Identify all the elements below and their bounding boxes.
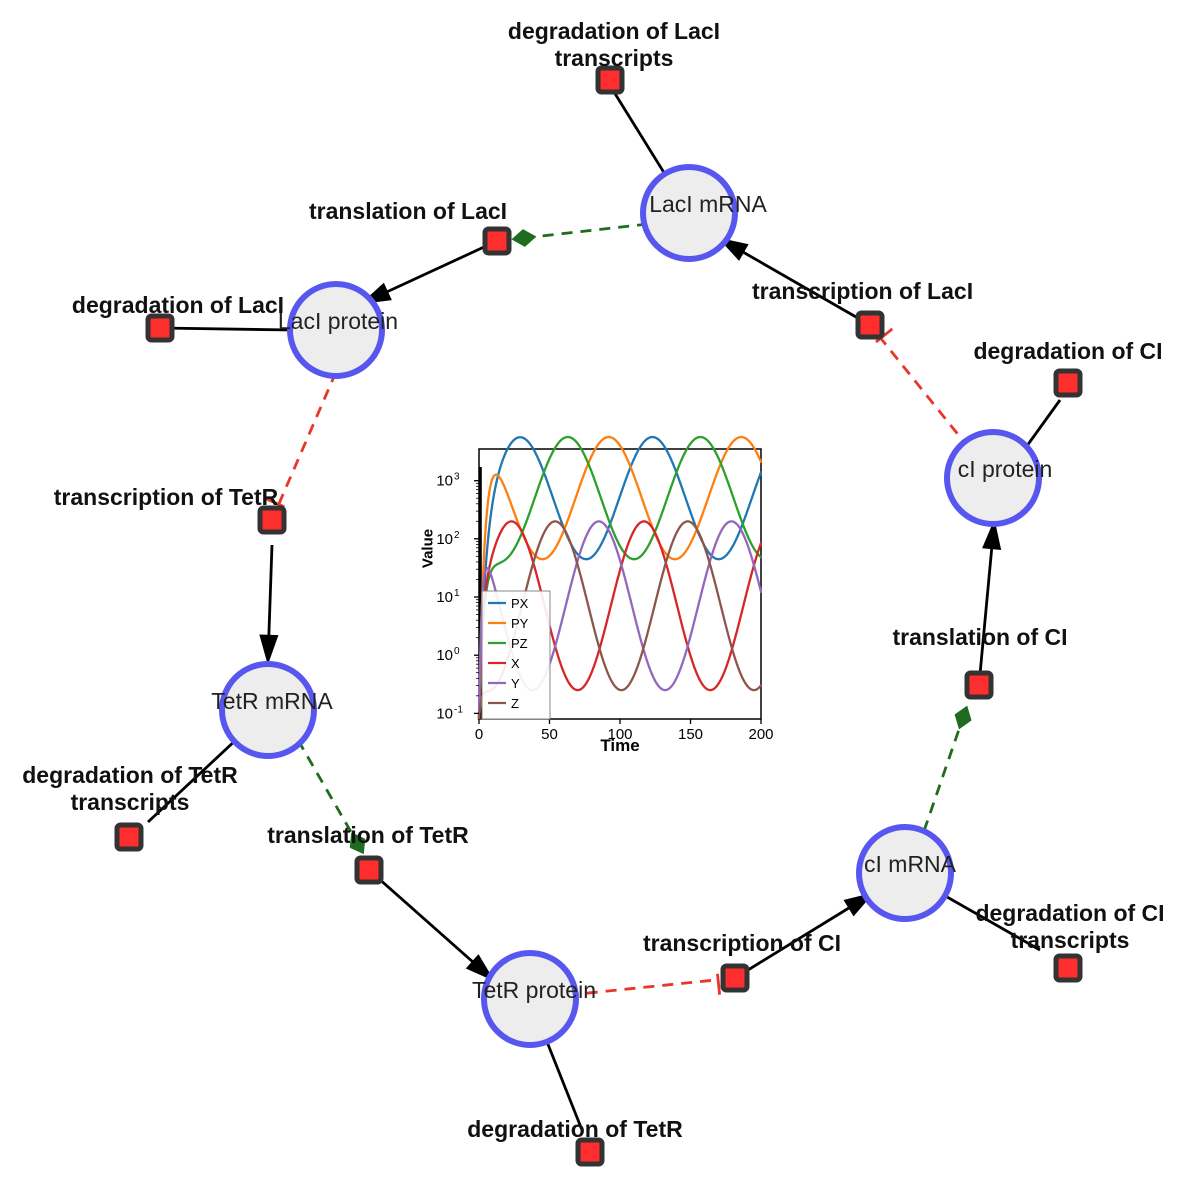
svg-text:150: 150 <box>678 726 703 743</box>
svg-text:Y: Y <box>511 676 520 691</box>
svg-text:Z: Z <box>511 696 519 711</box>
svg-text:0: 0 <box>454 646 460 657</box>
svg-text:PY: PY <box>511 616 529 631</box>
svg-text:10: 10 <box>436 473 453 490</box>
svg-text:PX: PX <box>511 596 529 611</box>
svg-text:3: 3 <box>454 472 460 483</box>
svg-text:10: 10 <box>436 705 453 722</box>
svg-text:X: X <box>511 656 520 671</box>
svg-text:2: 2 <box>454 530 460 541</box>
svg-text:10: 10 <box>436 647 453 664</box>
svg-text:1: 1 <box>454 588 460 599</box>
svg-text:10: 10 <box>436 531 453 548</box>
svg-text:-1: -1 <box>454 704 463 715</box>
svg-text:200: 200 <box>748 726 773 743</box>
svg-text:PZ: PZ <box>511 636 528 651</box>
svg-text:0: 0 <box>475 726 483 743</box>
svg-text:10: 10 <box>436 589 453 606</box>
svg-text:50: 50 <box>541 726 558 743</box>
